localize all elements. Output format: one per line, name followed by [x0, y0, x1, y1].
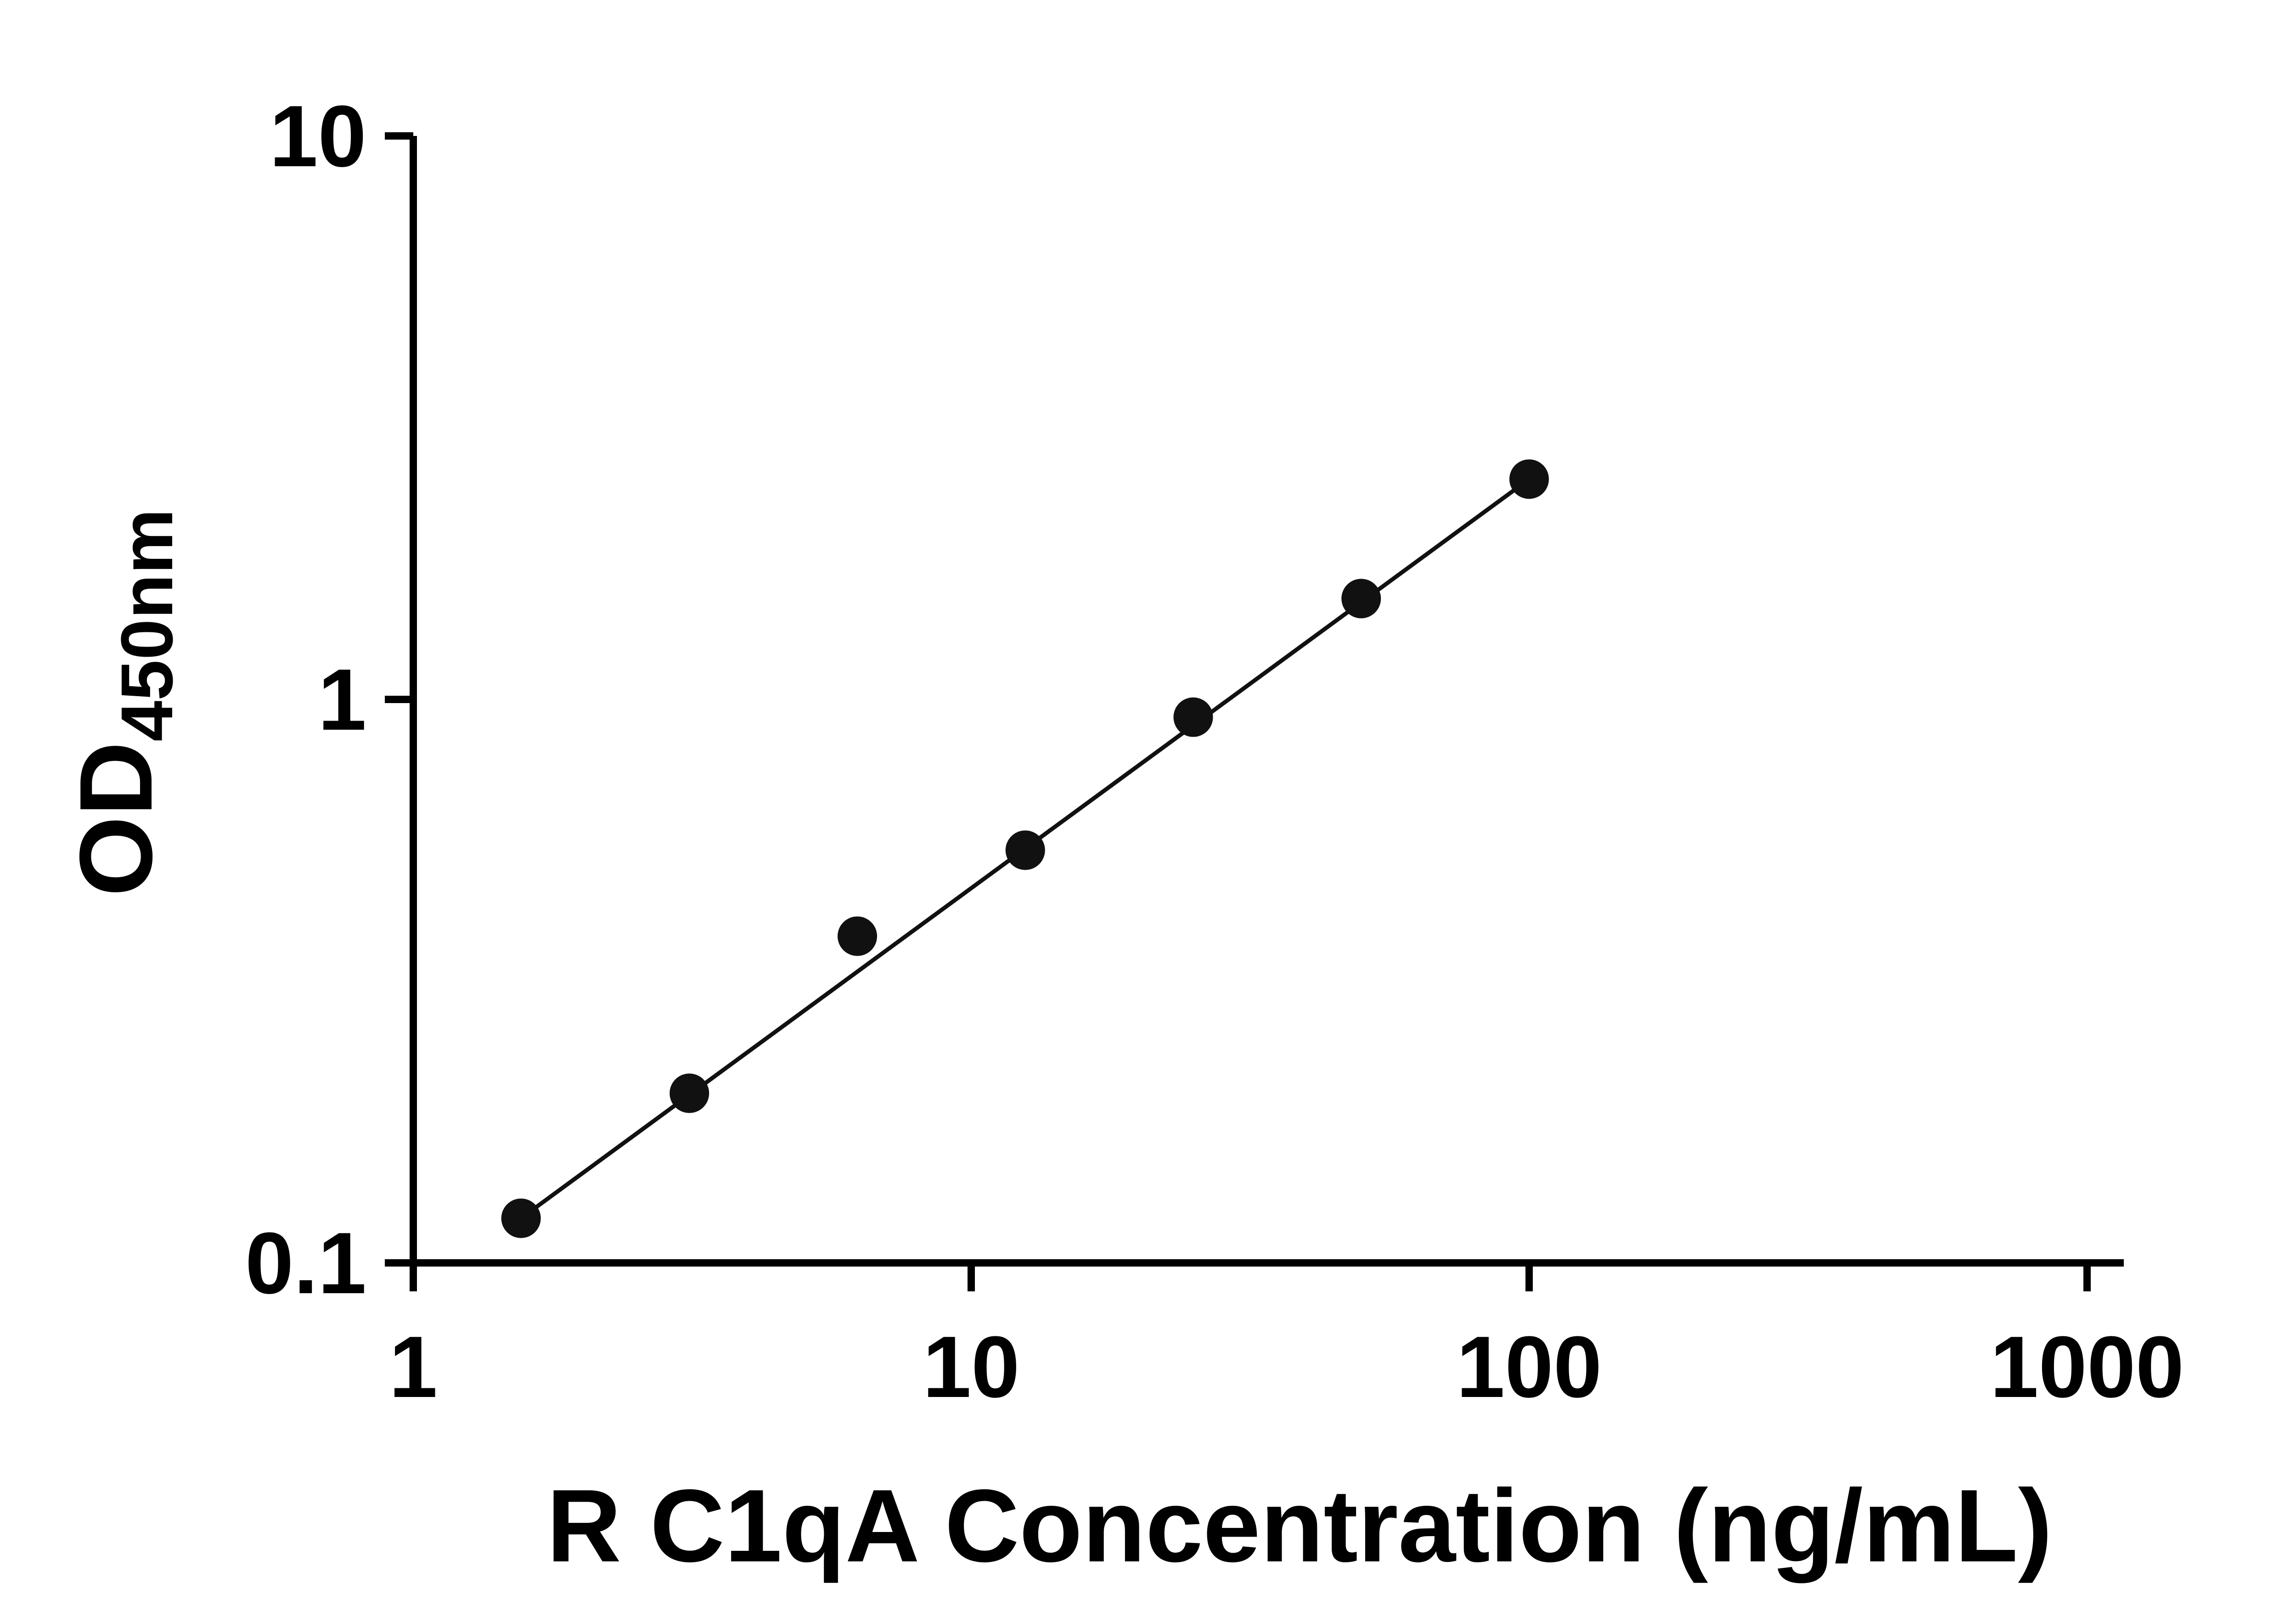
x-tick-label: 1000: [1990, 1318, 2184, 1416]
data-point: [1341, 579, 1381, 619]
data-point: [1005, 830, 1045, 870]
data-point: [837, 916, 877, 956]
series-layer: [501, 459, 1549, 1238]
data-point: [501, 1198, 541, 1238]
data-point: [1509, 459, 1549, 499]
x-tick-label: 10: [923, 1318, 1019, 1416]
y-axis-title-sub: 450nm: [106, 509, 188, 742]
y-tick-label: 10: [270, 88, 366, 185]
y-tick-label: 0.1: [245, 1215, 366, 1312]
y-axis-title-main: OD: [58, 742, 174, 897]
data-point: [1173, 697, 1213, 737]
y-tick-label: 1: [318, 651, 366, 749]
y-axis-title: OD450nm: [58, 509, 188, 896]
x-tick-label: 1: [389, 1318, 438, 1416]
x-tick-label: 100: [1456, 1318, 1602, 1416]
data-point: [670, 1073, 709, 1113]
x-axis-title: R C1qA Concentration (ng/mL): [547, 1468, 2053, 1583]
